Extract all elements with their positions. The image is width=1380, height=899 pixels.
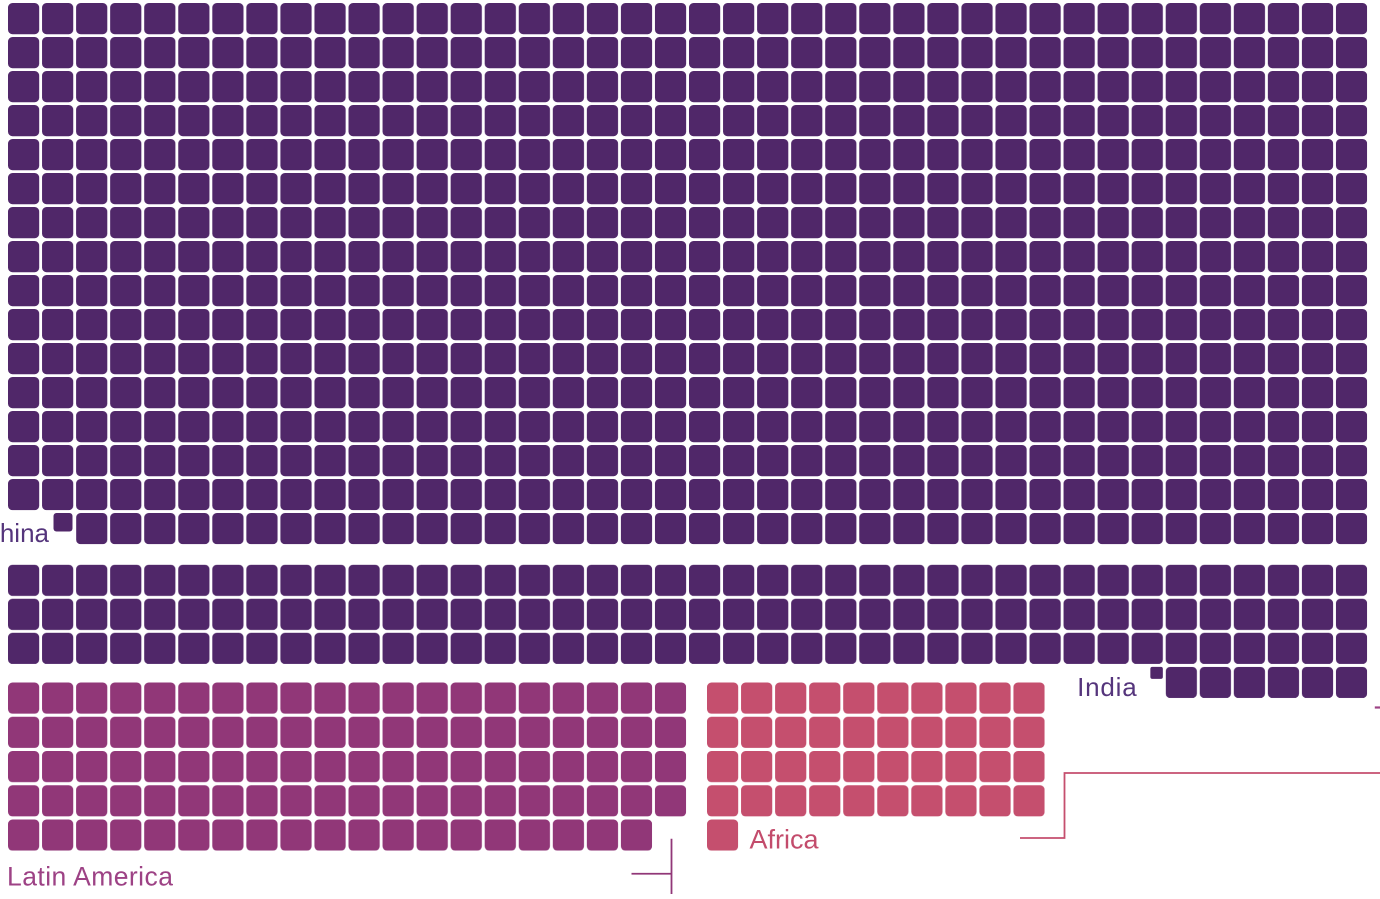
svg-text:Latin America: Latin America — [7, 862, 173, 892]
svg-text:Africa: Africa — [750, 825, 820, 855]
svg-text:India: India — [1077, 672, 1137, 702]
svg-text:China: China — [0, 518, 50, 548]
